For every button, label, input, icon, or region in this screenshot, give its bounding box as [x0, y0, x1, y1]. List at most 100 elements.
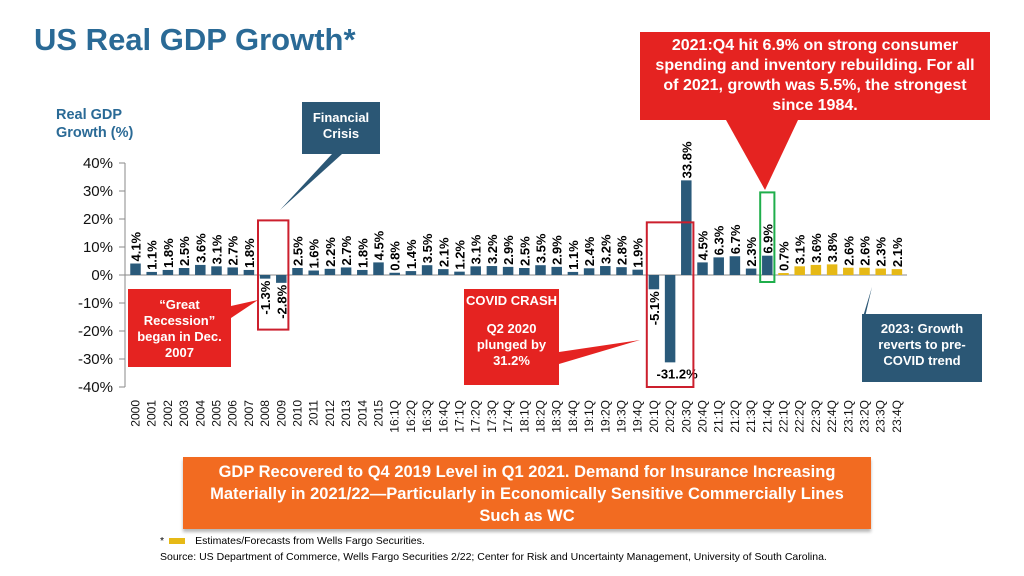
x-tick-label: 2010 — [291, 400, 305, 427]
bar — [762, 255, 773, 275]
y-tick-label: 0% — [91, 267, 113, 284]
data-label: 3.5% — [420, 233, 435, 263]
bar — [729, 256, 741, 275]
arrow-covid-crash — [559, 340, 640, 364]
data-label: 6.3% — [712, 225, 727, 255]
bar — [567, 271, 579, 275]
x-tick-label: 20:2Q — [663, 400, 677, 433]
data-label: 1.6% — [307, 238, 322, 268]
bar — [697, 262, 708, 275]
data-label: 3.1% — [469, 234, 484, 264]
x-tick-label: 17:3Q — [485, 400, 499, 433]
x-tick-label: 2001 — [145, 400, 159, 427]
x-tick-label: 22:3Q — [809, 400, 823, 433]
bar — [146, 271, 157, 275]
bar — [713, 257, 724, 275]
x-tick-label: 19:2Q — [598, 400, 612, 433]
data-label: 1.1% — [145, 240, 160, 270]
data-label: 0.8% — [388, 241, 403, 271]
x-tick-label: 16:3Q — [420, 400, 434, 433]
callout-arrows — [231, 120, 872, 364]
y-tick-label: -40% — [78, 379, 113, 396]
data-label: 2.6% — [858, 236, 873, 266]
y-axis-title-line1: Real GDP — [56, 107, 123, 123]
bar-series — [130, 180, 903, 363]
data-label: 1.9% — [631, 238, 646, 268]
bar — [454, 271, 465, 275]
callout-2021-q4: 2021:Q4 hit 6.9% on strong consumer spen… — [640, 32, 990, 120]
bar — [227, 267, 238, 275]
y-axis-title-line2: Growth (%) — [56, 125, 134, 141]
x-tick-label: 2007 — [242, 400, 256, 427]
bar — [632, 269, 643, 275]
bar — [794, 266, 805, 275]
bar — [389, 272, 400, 275]
data-label: 2.8% — [615, 235, 630, 265]
y-tick-label: 20% — [83, 211, 113, 228]
forecast-swatch-icon — [169, 538, 186, 544]
x-tick-label: 17:2Q — [469, 400, 483, 433]
data-label: 6.7% — [728, 224, 743, 254]
data-label: -5.1% — [647, 291, 662, 325]
bar — [243, 269, 255, 275]
covid-crash-detail: Q2 2020 plunged by 31.2% — [476, 321, 547, 368]
highlight-financial-crisis — [257, 219, 290, 331]
x-tick-label: 23:2Q — [858, 400, 872, 433]
bar — [178, 268, 190, 275]
arrow-financial-crisis — [280, 154, 342, 210]
x-tick-label: 18:3Q — [550, 400, 564, 433]
x-tick-label: 2015 — [372, 400, 386, 427]
data-labels: 4.1% 1.1% 1.8% 2.5% 3.6% 3.1% 2.7% 1.8%-1.3% -2.… — [129, 141, 905, 381]
x-tick-label: 2014 — [355, 400, 369, 427]
x-tick-label: 2003 — [177, 400, 191, 427]
y-tick-label: 30% — [83, 183, 113, 200]
bar — [438, 269, 449, 275]
x-tick-label: 18:1Q — [517, 400, 531, 433]
x-tick-label: 2012 — [323, 400, 337, 427]
bar — [519, 268, 530, 275]
data-label: -31.2% — [656, 366, 698, 381]
y-tick-label: -20% — [78, 323, 113, 340]
bar — [583, 268, 595, 275]
x-tick-label: 23:3Q — [874, 400, 888, 433]
x-tick-label: 21:4Q — [760, 400, 774, 433]
bar — [778, 273, 789, 275]
bar — [195, 264, 206, 275]
x-tick-label: 22:2Q — [793, 400, 807, 433]
x-tick-label: 21:3Q — [744, 400, 758, 433]
data-label: 4.5% — [372, 230, 387, 260]
data-label: 2.7% — [226, 235, 241, 265]
covid-crash-title: COVID CRASH — [466, 293, 558, 308]
bar — [875, 268, 886, 275]
y-axis-title: Real GDP Growth (%) — [56, 106, 166, 142]
x-tick-label: 19:4Q — [631, 400, 645, 433]
x-tick-label: 16:4Q — [436, 400, 450, 433]
callout-financial-crisis: Financial Crisis — [302, 102, 380, 154]
data-label: 3.2% — [598, 234, 613, 264]
bar — [551, 266, 562, 275]
data-label: 3.6% — [193, 233, 208, 263]
x-tick-label: 17:1Q — [453, 400, 467, 433]
data-label: 4.5% — [696, 230, 711, 260]
bar — [470, 266, 481, 275]
y-tick-label: 40% — [83, 155, 113, 172]
bar — [681, 180, 692, 275]
x-tick-label: 2000 — [129, 400, 143, 427]
callout-covid-crash: COVID CRASH Q2 2020 plunged by 31.2% — [464, 289, 559, 385]
x-tick-label: 23:1Q — [841, 400, 855, 433]
data-label: 2.1% — [436, 237, 451, 267]
bar — [340, 267, 352, 275]
x-tick-label: 2004 — [193, 400, 207, 427]
highlight-2021-q4 — [759, 191, 776, 283]
bar — [745, 268, 757, 275]
x-tick-label: 2002 — [161, 400, 175, 427]
bar — [891, 269, 903, 275]
x-tick-labels: 2000 2001 2002 2003 2004 2005 2006 2007 2008 2009… — [129, 400, 904, 433]
bar — [162, 269, 174, 275]
x-tick-label: 21:1Q — [712, 400, 726, 433]
source-text: Source: US Department of Commerce, Wells… — [160, 551, 827, 563]
bar — [308, 270, 319, 275]
bar — [324, 268, 336, 275]
x-tick-label: 18:4Q — [566, 400, 580, 433]
data-label: -1.3% — [258, 280, 273, 314]
